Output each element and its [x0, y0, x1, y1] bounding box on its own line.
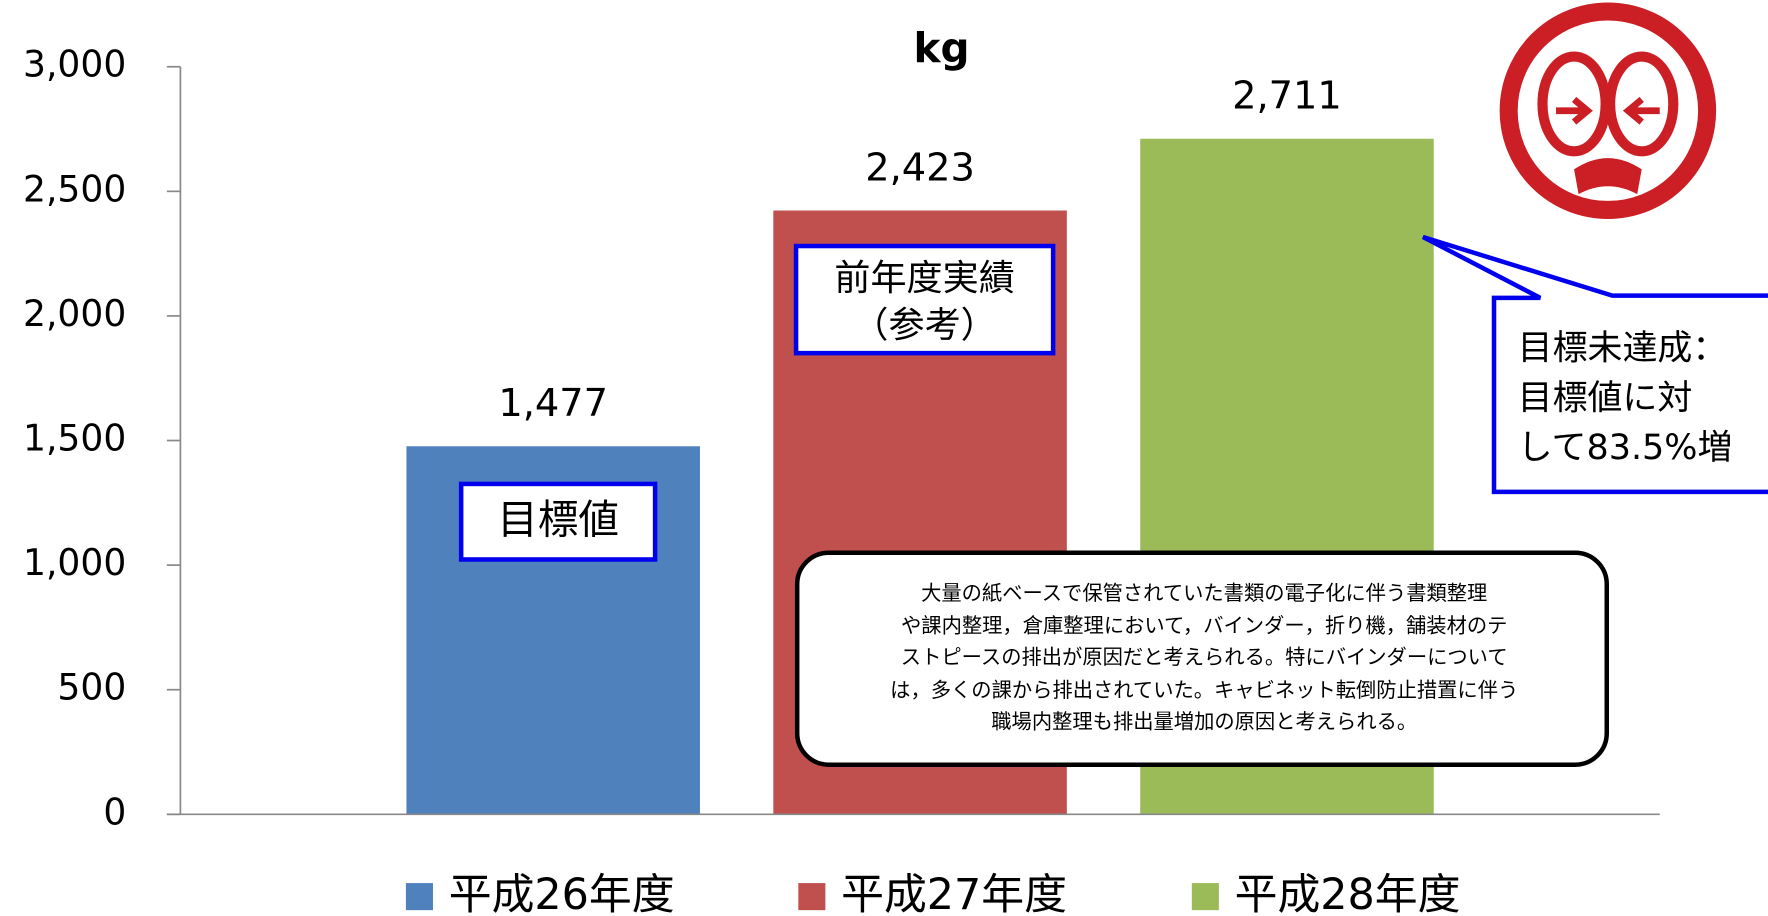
note-text: や課内整理，倉庫整理において，バインダー，折り機，舗装材のテ — [901, 614, 1507, 638]
y-tick-label: 2,500 — [23, 168, 126, 210]
data-label: 1,477 — [498, 381, 608, 426]
y-tick-label: 0 — [103, 791, 126, 833]
y-tick-label: 3,000 — [23, 44, 126, 86]
data-label: 2,711 — [1232, 74, 1342, 119]
chart: kg 0 500 1,000 1,500 2,000 2,500 3,000 1,477 2,4… — [0, 0, 1768, 916]
legend-swatch — [406, 883, 433, 910]
note-text: 大量の紙ベースで保管されていた書類の電子化に伴う書類整理 — [921, 581, 1487, 605]
legend-label: 平成28年度 — [1235, 870, 1461, 916]
annotation: して83.5%増 — [1518, 428, 1733, 468]
annotation: 前年度実績 — [834, 257, 1014, 299]
data-label: 2,423 — [865, 145, 975, 190]
y-tick-label: 2,000 — [23, 293, 126, 335]
note-text: 職場内整理も排出量増加の原因と考えられる。 — [991, 709, 1417, 733]
annotation: 目標値に対 — [1518, 378, 1693, 418]
y-tick-label: 1,000 — [23, 542, 126, 584]
plot-area: 0 500 1,000 1,500 2,000 2,500 3,000 1,477 2,423 2… — [23, 44, 1660, 916]
legend-label: 平成26年度 — [449, 870, 675, 916]
icon — [1509, 11, 1707, 209]
page: kg 0 500 1,000 1,500 2,000 2,500 3,000 1,477 2,4… — [0, 0, 1768, 916]
note-text: ストピースの排出が原因だと考えられる。特にバインダーについて — [901, 645, 1508, 669]
note-text: は，多くの課から排出されていた。キャビネット転倒防止措置に伴う — [890, 678, 1518, 702]
annotation: 目標未達成： — [1518, 329, 1728, 369]
chart-title: kg — [913, 24, 969, 72]
legend-label: 平成27年度 — [841, 870, 1067, 916]
annotation: 目標値 — [497, 495, 619, 543]
y-tick-label: 500 — [57, 667, 126, 709]
y-tick-label: 1,500 — [23, 418, 126, 460]
legend-swatch — [1192, 883, 1219, 910]
annotation: （参考） — [852, 304, 996, 346]
legend-swatch — [798, 883, 825, 910]
